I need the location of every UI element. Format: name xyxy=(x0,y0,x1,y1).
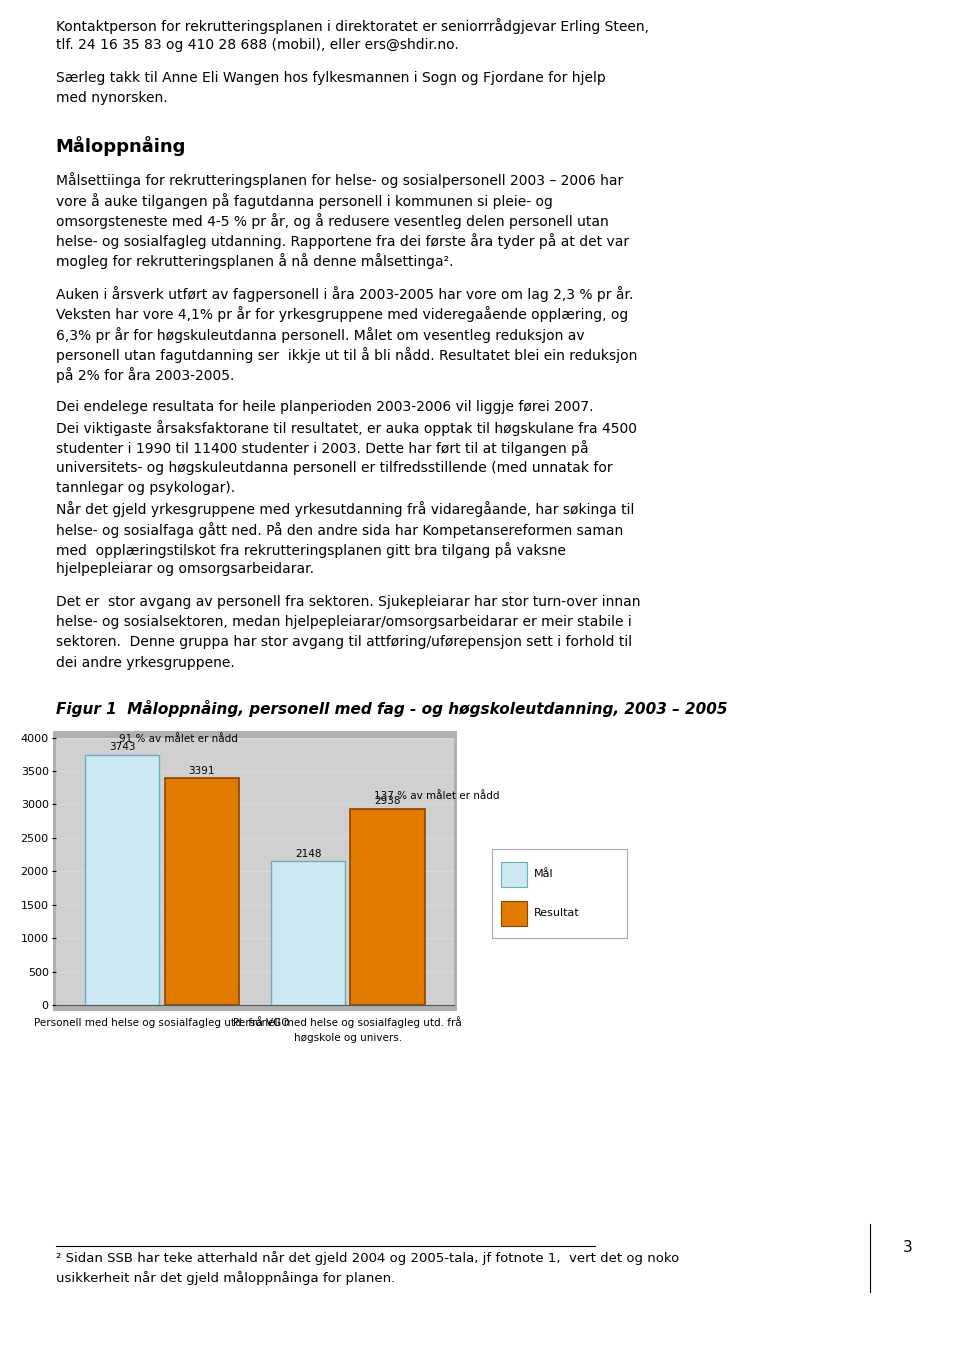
Text: 3: 3 xyxy=(902,1240,912,1255)
Text: Mål: Mål xyxy=(534,868,554,879)
Text: Dei endelege resultata for heile planperioden 2003-2006 vil liggje førei 2007.: Dei endelege resultata for heile planper… xyxy=(56,399,593,414)
Text: usikkerheit når det gjeld måloppnåinga for planen.: usikkerheit når det gjeld måloppnåinga f… xyxy=(56,1270,395,1284)
Text: Auken i årsverk utført av fagpersonell i åra 2003-2005 har vore om lag 2,3 % pr : Auken i årsverk utført av fagpersonell i… xyxy=(56,285,633,302)
Text: Figur 1  Måloppnåing, personell med fag - og høgskoleutdanning, 2003 – 2005: Figur 1 Måloppnåing, personell med fag -… xyxy=(56,700,727,718)
Text: personell utan fagutdanning ser  ikkje ut til å bli nådd. Resultatet blei ein re: personell utan fagutdanning ser ikkje ut… xyxy=(56,347,637,364)
Text: mogleg for rekrutteringsplanen å nå denne målsettinga².: mogleg for rekrutteringsplanen å nå denn… xyxy=(56,254,453,269)
Text: Personell med helse og sosialfagleg utd. frå VGO: Personell med helse og sosialfagleg utd.… xyxy=(35,1017,290,1028)
Text: 2148: 2148 xyxy=(295,849,322,859)
Text: 91 % av målet er nådd: 91 % av målet er nådd xyxy=(119,734,238,744)
Bar xyxy=(500,901,527,926)
Text: 137 % av målet er nådd: 137 % av målet er nådd xyxy=(374,790,500,801)
Text: Målsettiinga for rekrutteringsplanen for helse- og sosialpersonell 2003 – 2006 h: Målsettiinga for rekrutteringsplanen for… xyxy=(56,173,623,188)
Bar xyxy=(84,755,159,1006)
Text: Personell med helse og sosialfagleg utd. frå: Personell med helse og sosialfagleg utd.… xyxy=(233,1017,462,1028)
Text: hjelpepleiarar og omsorgsarbeidarar.: hjelpepleiarar og omsorgsarbeidarar. xyxy=(56,563,314,576)
Text: Særleg takk til Anne Eli Wangen hos fylkesmannen i Sogn og Fjordane for hjelp: Særleg takk til Anne Eli Wangen hos fylk… xyxy=(56,71,606,85)
Text: studenter i 1990 til 11400 studenter i 2003. Dette har ført til at tilgangen på: studenter i 1990 til 11400 studenter i 2… xyxy=(56,440,588,457)
Text: tlf. 24 16 35 83 og 410 28 688 (mobil), eller ers@shdir.no.: tlf. 24 16 35 83 og 410 28 688 (mobil), … xyxy=(56,38,459,52)
Bar xyxy=(350,808,425,1006)
Text: 3743: 3743 xyxy=(108,742,135,752)
Text: omsorgsteneste med 4-5 % pr år, og å redusere vesentleg delen personell utan: omsorgsteneste med 4-5 % pr år, og å red… xyxy=(56,213,609,229)
Text: helse- og sosialfaga gått ned. På den andre sida har Kompetansereformen saman: helse- og sosialfaga gått ned. På den an… xyxy=(56,521,623,538)
Bar xyxy=(164,778,239,1006)
Bar xyxy=(500,862,527,886)
Bar xyxy=(271,862,346,1006)
Text: Kontaktperson for rekrutteringsplanen i direktoratet er seniorrrådgjevar Erling : Kontaktperson for rekrutteringsplanen i … xyxy=(56,18,649,34)
Text: på 2% for åra 2003-2005.: på 2% for åra 2003-2005. xyxy=(56,368,234,383)
Text: vore å auke tilgangen på fagutdanna personell i kommunen si pleie- og: vore å auke tilgangen på fagutdanna pers… xyxy=(56,192,553,209)
Text: Dei viktigaste årsaksfaktorane til resultatet, er auka opptak til høgskulane fra: Dei viktigaste årsaksfaktorane til resul… xyxy=(56,420,636,436)
Text: universitets- og høgskuleutdanna personell er tilfredsstillende (med unnatak for: universitets- og høgskuleutdanna persone… xyxy=(56,461,612,475)
Text: med  opplæringstilskot fra rekrutteringsplanen gitt bra tilgang på vaksne: med opplæringstilskot fra rekrutteringsp… xyxy=(56,542,565,558)
Text: helse- og sosialsektoren, medan hjelpepleiarar/omsorgsarbeidarar er meir stabile: helse- og sosialsektoren, medan hjelpepl… xyxy=(56,615,632,628)
Text: sektoren.  Denne gruppa har stor avgang til attføring/uførepensjon sett i forhol: sektoren. Denne gruppa har stor avgang t… xyxy=(56,635,632,649)
Text: Måloppnåing: Måloppnåing xyxy=(56,136,186,156)
Text: Resultat: Resultat xyxy=(534,908,580,918)
Text: Veksten har vore 4,1% pr år for yrkesgruppene med videregaående opplæring, og: Veksten har vore 4,1% pr år for yrkesgru… xyxy=(56,306,628,322)
Text: Når det gjeld yrkesgruppene med yrkesutdanning frå vidaregåande, har søkinga til: Når det gjeld yrkesgruppene med yrkesutd… xyxy=(56,501,634,517)
Text: høgskole og univers.: høgskole og univers. xyxy=(294,1033,402,1043)
Text: med nynorsken.: med nynorsken. xyxy=(56,91,167,106)
Text: tannlegar og psykologar).: tannlegar og psykologar). xyxy=(56,482,235,495)
Text: dei andre yrkesgruppene.: dei andre yrkesgruppene. xyxy=(56,656,234,670)
Text: 6,3% pr år for høgskuleutdanna personell. Målet om vesentleg reduksjon av: 6,3% pr år for høgskuleutdanna personell… xyxy=(56,327,585,343)
Text: 3391: 3391 xyxy=(188,766,215,775)
Text: 2938: 2938 xyxy=(374,796,401,805)
Text: ² Sidan SSB har teke atterhald når det gjeld 2004 og 2005-tala, jf fotnote 1,  v: ² Sidan SSB har teke atterhald når det g… xyxy=(56,1251,679,1265)
Text: helse- og sosialfagleg utdanning. Rapportene fra dei første åra tyder på at det : helse- og sosialfagleg utdanning. Rappor… xyxy=(56,233,629,250)
Text: Det er  stor avgang av personell fra sektoren. Sjukepleiarar har stor turn-over : Det er stor avgang av personell fra sekt… xyxy=(56,594,640,609)
